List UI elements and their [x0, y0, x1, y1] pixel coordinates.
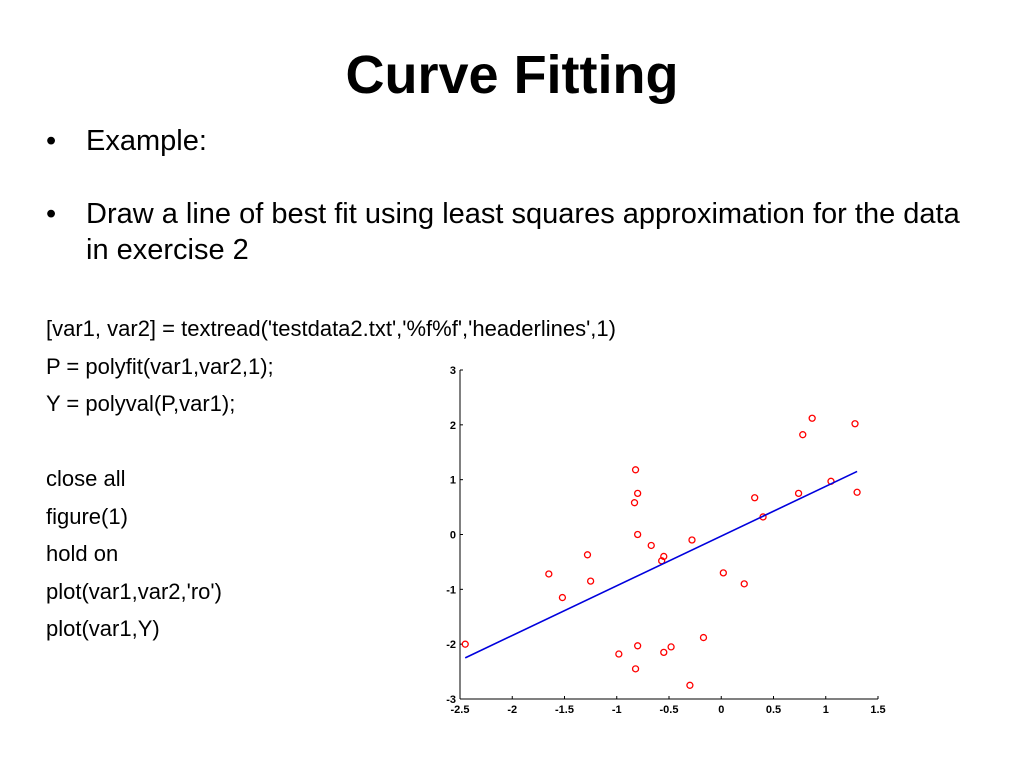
data-point	[688, 536, 696, 544]
data-point	[719, 569, 727, 577]
x-tick-label: -1	[612, 704, 622, 716]
code-line-plot-fit: plot(var1,Y)	[46, 616, 160, 641]
bullet-text: Example:	[86, 125, 207, 157]
x-tick-label: 1	[823, 704, 829, 716]
data-point	[558, 593, 567, 602]
x-tick-label: -1.5	[555, 704, 574, 716]
data-point	[633, 489, 642, 498]
x-tick-label: -2	[507, 704, 517, 716]
data-point	[751, 494, 759, 502]
data-point	[853, 488, 861, 496]
code-line-hold-on: hold on	[46, 541, 119, 566]
data-point	[633, 642, 642, 650]
fit-line	[464, 470, 858, 659]
data-point	[851, 420, 859, 428]
y-tick-label: -2	[446, 639, 456, 651]
y-tick-label: 0	[450, 530, 456, 542]
data-point	[667, 643, 675, 651]
code-line-figure: figure(1)	[46, 504, 128, 529]
data-point	[808, 414, 816, 422]
code-line-polyval: Y = polyval(P,var1);	[46, 391, 236, 416]
data-point	[740, 580, 748, 588]
data-point	[461, 640, 469, 648]
bullet-text: Draw a line of best fit using least squa…	[86, 198, 960, 266]
x-tick-label: 0	[718, 704, 724, 716]
code-line-close-all: close all	[46, 466, 126, 491]
code-line-polyfit: P = polyfit(var1,var2,1);	[46, 354, 274, 379]
data-point	[631, 466, 640, 474]
y-tick-label: 3	[450, 365, 456, 377]
data-point	[633, 530, 642, 539]
scatter-chart: -2.5 -2 -1.5 -1 -0.5 0 0.5 1 1.5 3 2 1 0 -1 -2 -3	[446, 365, 885, 716]
x-tick-label: 0.5	[766, 704, 781, 716]
data-point	[794, 489, 803, 498]
data-point	[630, 499, 639, 507]
data-point	[631, 665, 640, 673]
x-tick-label: -2.5	[451, 704, 470, 716]
x-tick-label: 1.5	[870, 704, 885, 716]
code-line-textread: [var1, var2] = textread('testdata2.txt',…	[46, 316, 616, 341]
x-tick-label: -0.5	[660, 704, 679, 716]
data-point	[699, 633, 708, 642]
y-tick-label: -1	[446, 584, 456, 596]
code-line-plot-points: plot(var1,var2,'ro')	[46, 579, 222, 604]
data-point	[586, 577, 595, 585]
data-point	[583, 551, 592, 559]
y-tick-label: 1	[450, 475, 456, 487]
y-tick-label: -3	[446, 694, 456, 706]
bullet-marker: •	[46, 198, 57, 230]
data-point	[660, 648, 668, 657]
data-point	[647, 541, 655, 550]
data-point	[799, 431, 807, 439]
data-point	[615, 650, 623, 658]
bullet-marker: •	[46, 125, 57, 157]
y-tick-label: 2	[450, 420, 456, 432]
slide-title: Curve Fitting	[345, 45, 679, 105]
data-point	[686, 681, 694, 689]
data-point	[545, 570, 553, 578]
